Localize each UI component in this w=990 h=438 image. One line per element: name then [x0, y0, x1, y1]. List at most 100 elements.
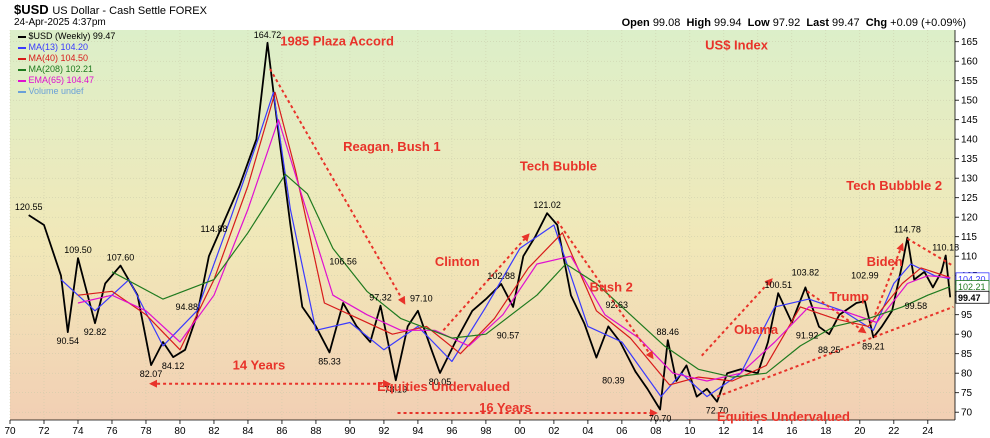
- series-line-ma-208-: [111, 173, 951, 378]
- x-tick-label: 92: [378, 426, 390, 437]
- y-axis: 7075808590951001051101151201251301351401…: [954, 30, 978, 420]
- legend-item-volume: Volume undef: [18, 86, 84, 96]
- trend-arrow: [701, 278, 773, 357]
- annotation-text: Equities Undervalued: [377, 379, 510, 394]
- y-tick-label: 155: [961, 76, 978, 87]
- trend-arrow: [269, 68, 406, 305]
- y-tick-label: 85: [961, 349, 973, 360]
- x-tick-label: 22: [888, 426, 900, 437]
- x-tick-label: 00: [514, 426, 526, 437]
- legend-swatch: [18, 57, 26, 60]
- trend-arrow: [556, 220, 654, 360]
- peak-label: 84.12: [162, 361, 185, 371]
- plot-background: [10, 30, 955, 420]
- peak-label: 110.18: [932, 242, 959, 252]
- peak-label: 78.19: [385, 384, 408, 394]
- y-tick-label: 95: [961, 310, 973, 321]
- x-tick-label: 10: [684, 426, 696, 437]
- symbol: $USD: [14, 2, 49, 17]
- series-lines: [28, 41, 952, 411]
- peak-label: 80.05: [429, 377, 452, 387]
- annotation-text: Reagan, Bush 1: [343, 139, 441, 154]
- peak-label: 103.82: [792, 267, 820, 277]
- ohlc-readout: Open 99.08 High 99.94 Low 97.92 Last 99.…: [621, 17, 966, 29]
- peak-label: 90.54: [57, 336, 80, 346]
- series-line-ma-40-: [77, 91, 951, 386]
- x-axis: 70 72 74 76 78 80 82 84 86 88 90 92 94 96 98 00 02 04 06 08…: [4, 419, 955, 437]
- x-tick-label: 84: [242, 426, 254, 437]
- legend-item-ma40: MA(40) 104.50: [18, 53, 88, 63]
- x-tick-label: 16: [786, 426, 798, 437]
- x-tick-label: 08: [650, 426, 662, 437]
- peak-label: 106.56: [329, 257, 357, 267]
- peak-label: 90.57: [497, 330, 520, 340]
- y-tick-label: 125: [961, 193, 978, 204]
- y-tick-label: 150: [961, 96, 978, 107]
- annotation-text: Equities Undervalued: [717, 409, 850, 424]
- x-tick-label: 04: [582, 426, 594, 437]
- peak-label: 99.58: [905, 301, 928, 311]
- x-tick-label: 94: [412, 426, 424, 437]
- peak-label: 102.99: [851, 271, 879, 281]
- y-tick-label: 140: [961, 135, 978, 146]
- peak-label: 109.50: [64, 245, 92, 255]
- y-tick-label: 160: [961, 57, 978, 68]
- peak-label: 88.46: [656, 327, 679, 337]
- legend-item-ma13: MA(13) 104.20: [18, 42, 88, 52]
- x-tick-label: 86: [276, 426, 288, 437]
- legend-swatch: [18, 68, 26, 71]
- x-tick-label: 02: [548, 426, 560, 437]
- y-tick-label: 115: [961, 232, 977, 243]
- x-tick-label: 20: [854, 426, 866, 437]
- symbol-title: $USD US Dollar - Cash Settle FOREX: [14, 2, 207, 17]
- peak-label: 70.70: [649, 413, 672, 423]
- peak-label: 85.33: [318, 356, 341, 366]
- x-tick-label: 88: [310, 426, 322, 437]
- peak-label: 88.25: [818, 345, 841, 355]
- legend-item-usd: $USD (Weekly) 99.47: [18, 31, 115, 41]
- peak-label: 114.78: [894, 225, 921, 235]
- legend-item-ma208: MA(208) 102.21: [18, 64, 93, 74]
- peak-label: 72.70: [706, 406, 729, 416]
- trend-arrow: [716, 305, 954, 398]
- x-tick-label: 90: [344, 426, 356, 437]
- x-tick-label: 80: [174, 426, 186, 437]
- y-tick-label: 120: [961, 213, 978, 224]
- annotations: 1985 Plaza Accord US$ Index Reagan, Bush 1…: [233, 34, 942, 425]
- annotation-text: US$ Index: [705, 38, 769, 53]
- x-tick-label: 78: [140, 426, 152, 437]
- peak-label: 82.07: [140, 369, 163, 379]
- value-badge-label: 99.47: [958, 293, 981, 303]
- annotation-text: Clinton: [435, 254, 480, 269]
- value-badge-label: 102.21: [958, 282, 986, 292]
- x-tick-label: 72: [38, 426, 50, 437]
- y-tick-label: 130: [961, 174, 978, 185]
- peak-label: 97.10: [410, 294, 433, 304]
- trend-arrow: [906, 237, 954, 267]
- legend-swatch: [18, 35, 26, 38]
- y-tick-label: 70: [961, 408, 973, 419]
- y-tick-label: 165: [961, 37, 978, 48]
- peak-label: 100.51: [764, 280, 792, 290]
- y-tick-label: 110: [961, 252, 977, 263]
- y-tick-label: 135: [961, 154, 978, 165]
- annotation-text: 14 Years: [233, 357, 286, 372]
- date-stamp: 24-Apr-2025 4:37pm: [14, 17, 106, 28]
- peak-label: 89.21: [862, 341, 885, 351]
- legend-swatch: [18, 46, 26, 49]
- peak-label: 80.39: [602, 376, 625, 386]
- annotation-text: Trump: [829, 289, 869, 304]
- peak-label: 120.55: [15, 202, 43, 212]
- annotation-text: Tech Bubble: [520, 158, 597, 173]
- legend-swatch: [18, 79, 26, 82]
- legend-swatch: [18, 90, 26, 93]
- annotation-text: Obama: [734, 322, 779, 337]
- x-tick-label: 24: [922, 426, 934, 437]
- symbol-description: US Dollar - Cash Settle FOREX: [52, 5, 207, 17]
- peak-label: 107.60: [107, 253, 135, 263]
- x-tick-label: 18: [820, 426, 832, 437]
- x-tick-label: 06: [616, 426, 628, 437]
- peak-label: 91.92: [796, 331, 819, 341]
